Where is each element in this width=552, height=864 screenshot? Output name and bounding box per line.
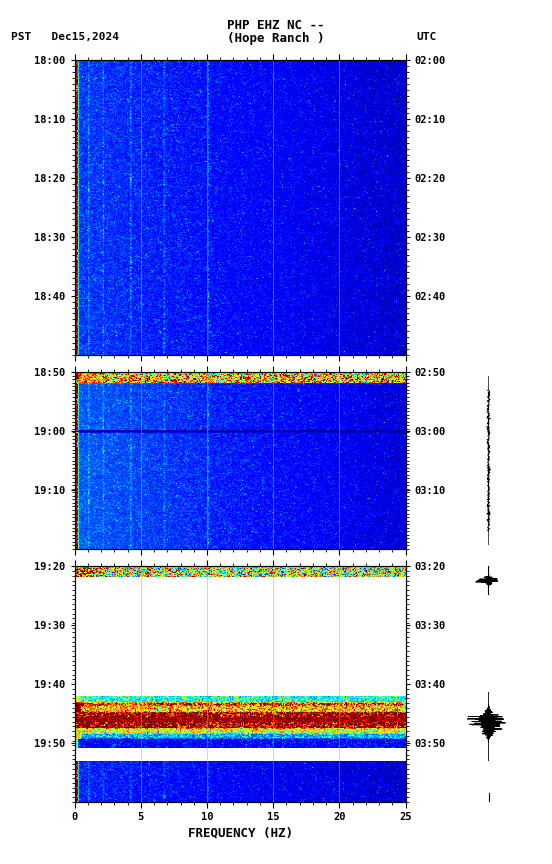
Text: PHP EHZ NC --: PHP EHZ NC -- [227,19,325,32]
Text: UTC: UTC [417,32,437,42]
Text: (Hope Ranch ): (Hope Ranch ) [227,32,325,45]
X-axis label: FREQUENCY (HZ): FREQUENCY (HZ) [188,826,293,839]
Text: PST   Dec15,2024: PST Dec15,2024 [11,32,119,42]
